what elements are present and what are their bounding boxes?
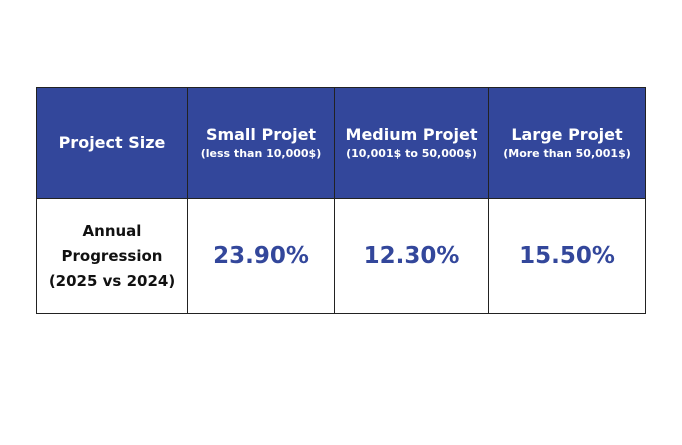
row-label: Annual Progression (2025 vs 2024) [36, 198, 188, 314]
header-subtitle: (less than 10,000$) [200, 147, 322, 160]
table-row: Annual Progression (2025 vs 2024) 23.90%… [36, 198, 646, 314]
header-medium: Medium Projet (10,001$ to 50,000$) [334, 87, 489, 199]
header-subtitle: (More than 50,001$) [503, 147, 631, 160]
project-progression-table: Project Size Small Projet (less than 10,0… [36, 87, 646, 314]
header-title: Large Projet [511, 125, 623, 144]
header-title: Medium Projet [345, 125, 478, 144]
row-label-line: Annual [82, 221, 142, 240]
row-label-line: Progression [61, 246, 163, 265]
header-project-size: Project Size [36, 87, 188, 199]
value-small: 23.90% [187, 198, 335, 314]
header-large: Large Projet (More than 50,001$) [488, 87, 646, 199]
value-medium: 12.30% [334, 198, 489, 314]
header-title: Small Projet [205, 125, 317, 144]
header-row: Project Size Small Projet (less than 10,0… [36, 87, 646, 199]
row-label-line: (2025 vs 2024) [48, 271, 176, 290]
value-large: 15.50% [488, 198, 646, 314]
header-subtitle: (10,001$ to 50,000$) [346, 147, 477, 160]
header-label: Project Size [58, 133, 166, 152]
header-small: Small Projet (less than 10,000$) [187, 87, 335, 199]
